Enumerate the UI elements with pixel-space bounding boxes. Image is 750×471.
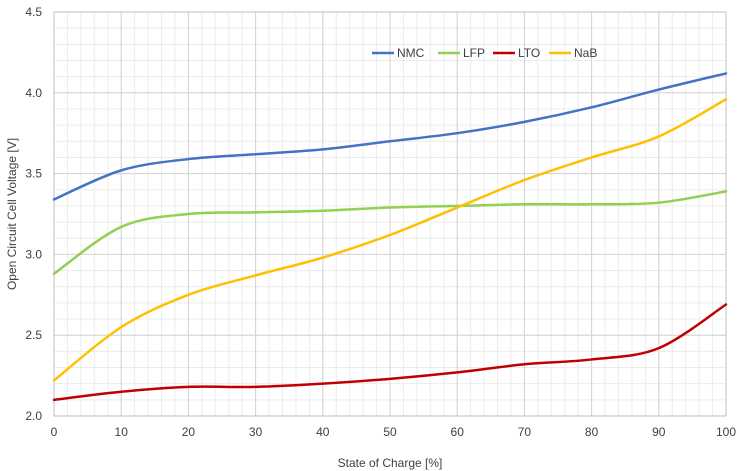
series-line-lfp xyxy=(52,190,728,276)
x-tick-label: 90 xyxy=(652,425,666,439)
y-axis-ticks: 2.0 2.5 3.0 3.5 4.0 4.5 xyxy=(25,5,42,423)
legend-label-lfp: LFP xyxy=(463,46,485,60)
y-tick-label: 2.0 xyxy=(25,409,42,423)
y-tick-label: 4.0 xyxy=(25,86,42,100)
plot-area-border xyxy=(53,11,727,417)
y-tick-label: 4.5 xyxy=(25,5,42,19)
x-axis-title: State of Charge [%] xyxy=(338,456,443,470)
series-lines xyxy=(52,72,728,402)
x-tick-label: 100 xyxy=(716,425,736,439)
x-tick-label: 80 xyxy=(585,425,599,439)
legend-label-nab: NaB xyxy=(574,46,597,60)
y-axis-title: Open Circuit Cell Voltage [V] xyxy=(5,138,19,290)
legend-label-lto: LTO xyxy=(518,46,540,60)
y-tick-label: 2.5 xyxy=(25,328,42,342)
legend: NMC LFP LTO NaB xyxy=(372,46,597,60)
x-tick-label: 10 xyxy=(115,425,129,439)
y-tick-label: 3.5 xyxy=(25,167,42,181)
x-tick-label: 70 xyxy=(518,425,532,439)
major-gridlines xyxy=(53,11,727,417)
x-tick-label: 50 xyxy=(383,425,397,439)
legend-label-nmc: NMC xyxy=(397,46,425,60)
series-line-nab xyxy=(52,98,728,382)
x-tick-label: 30 xyxy=(249,425,263,439)
x-tick-label: 60 xyxy=(451,425,465,439)
x-axis-ticks: 0 10 20 30 40 50 60 70 80 90 100 xyxy=(51,425,737,439)
series-line-lto xyxy=(52,303,728,402)
x-tick-label: 40 xyxy=(316,425,330,439)
y-tick-label: 3.0 xyxy=(25,247,42,261)
x-tick-label: 0 xyxy=(51,425,58,439)
series-line-nmc xyxy=(52,72,728,201)
x-tick-label: 20 xyxy=(182,425,196,439)
